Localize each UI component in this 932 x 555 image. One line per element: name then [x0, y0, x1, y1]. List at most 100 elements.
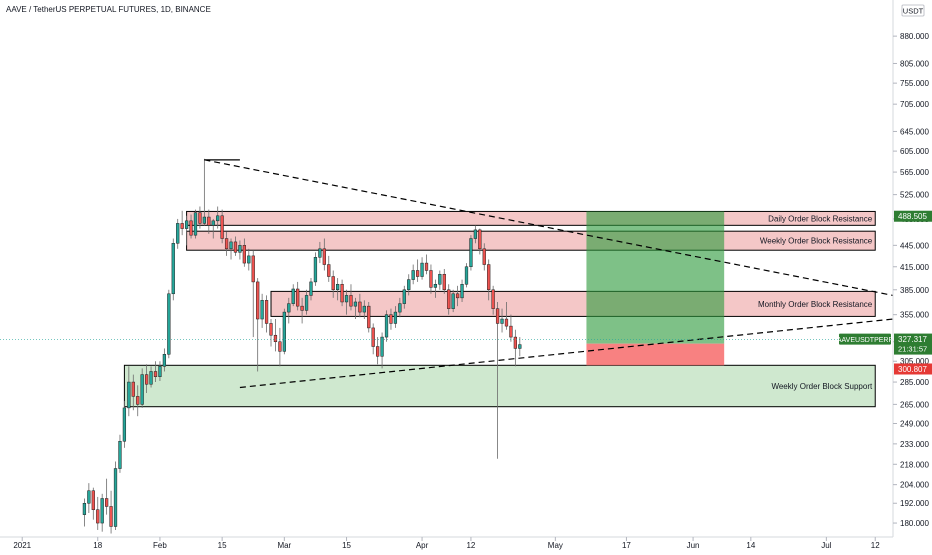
candle-body — [180, 223, 184, 229]
candle-body — [504, 318, 509, 327]
time-tick-label: 2021 — [13, 541, 31, 550]
upper-trendline — [204, 159, 894, 296]
candle-body — [398, 303, 402, 313]
candle-body — [287, 303, 291, 313]
candle-body — [220, 215, 224, 239]
candle-body — [113, 468, 118, 527]
candle-body — [407, 279, 411, 291]
trendlines — [204, 159, 894, 389]
price-axis[interactable]: 880.000 805.000 755.000 705.000 645.000 605.0… — [892, 0, 932, 537]
candle-body — [242, 245, 246, 264]
symbol-label: AAVEUSDTPERP — [837, 337, 894, 344]
candle-body — [202, 216, 206, 224]
candle-body — [238, 245, 242, 253]
candle-body — [447, 289, 451, 309]
candle-body — [389, 314, 393, 324]
candle-body — [367, 305, 371, 329]
candle-body — [251, 255, 255, 283]
time-tick-label: 18 — [93, 541, 102, 550]
price-tick-label: 805.000 — [900, 59, 929, 68]
candle-body — [487, 264, 491, 291]
candle-body — [424, 262, 429, 271]
price-tick-label: 525.000 — [900, 191, 929, 200]
time-tick-label: 17 — [622, 541, 631, 550]
price-tick-label: 355.000 — [900, 311, 929, 320]
candle-body — [211, 220, 215, 226]
time-tick-label: 12 — [466, 541, 475, 550]
bar-countdown: 21:31:57 — [898, 345, 927, 354]
candle-body — [291, 288, 295, 304]
order-block-label: Daily Order Block Resistance — [768, 214, 873, 223]
candle-body — [127, 381, 131, 409]
price-tick-label: 249.000 — [900, 419, 929, 428]
time-tick-label: May — [548, 541, 563, 550]
candle-body — [96, 509, 100, 524]
candle-body — [162, 354, 167, 367]
stop-price-tag — [894, 363, 932, 375]
price-tick-label: 565.000 — [900, 168, 929, 177]
candle-body — [136, 396, 140, 405]
candle-body — [500, 318, 504, 324]
candle-body — [491, 289, 495, 309]
price-tick-label: 265.000 — [900, 400, 929, 409]
currency-badge — [901, 4, 925, 17]
candle-body — [100, 498, 104, 524]
candle-body — [438, 273, 442, 285]
symbol-tag — [839, 333, 891, 345]
order-block-label: Weekly Order Block Support — [771, 382, 873, 391]
target-price-tag — [894, 210, 932, 222]
candle-body — [358, 301, 362, 313]
candle-body — [411, 270, 415, 280]
candle-body — [513, 336, 517, 349]
current-price-value: 327.317 — [898, 335, 927, 344]
long-position-tool[interactable] — [586, 211, 725, 366]
candle-body — [473, 229, 478, 239]
candle-body — [224, 238, 229, 250]
candle-body — [269, 323, 273, 336]
candle-body — [495, 308, 500, 324]
candle-body — [309, 281, 313, 296]
candle-body — [260, 300, 264, 320]
candle-body — [318, 248, 322, 258]
candle-body — [420, 262, 424, 277]
order-block-zones: Daily Order Block Resistance Weekly Order… — [123, 210, 876, 408]
candle-body — [482, 248, 486, 265]
candle-body — [229, 241, 233, 250]
candle-body — [122, 407, 127, 442]
candle-body — [469, 238, 473, 268]
candle-body — [344, 295, 349, 303]
candle-body — [104, 498, 109, 507]
candle-body — [184, 220, 189, 229]
candle-body — [402, 289, 406, 304]
price-tick-label: 445.000 — [900, 241, 929, 250]
candle-body — [478, 229, 482, 250]
time-axis[interactable]: 2021 18 Feb 15 Mar 15 Apr 12 May 17 Jun 14 Jul 12 — [0, 536, 893, 550]
candle-body — [167, 293, 171, 355]
candle-body — [353, 301, 358, 307]
time-tick-label: 15 — [218, 541, 227, 550]
candle-body — [429, 270, 433, 288]
candle-body — [349, 295, 353, 307]
candle-body — [282, 311, 286, 352]
candle-body — [198, 212, 202, 224]
candle-body — [340, 284, 344, 303]
candle-body — [331, 276, 335, 291]
profit-target-area — [586, 211, 725, 344]
price-tick-label: 385.000 — [900, 286, 929, 295]
time-tick-label: Jun — [687, 541, 700, 550]
candle-body — [193, 212, 198, 236]
price-tick-label: 204.000 — [900, 481, 929, 490]
time-tick-label: Mar — [277, 541, 291, 550]
candle-body — [109, 506, 113, 527]
candle-body — [464, 266, 469, 285]
candle-body — [149, 371, 153, 385]
candle-body — [273, 334, 278, 343]
currency-label: USDT — [903, 7, 924, 16]
candle-body — [460, 284, 464, 299]
candle-body — [371, 327, 375, 347]
price-tick-label: 880.000 — [900, 32, 929, 41]
time-tick-label: 15 — [342, 541, 351, 550]
candle-body — [433, 284, 438, 288]
